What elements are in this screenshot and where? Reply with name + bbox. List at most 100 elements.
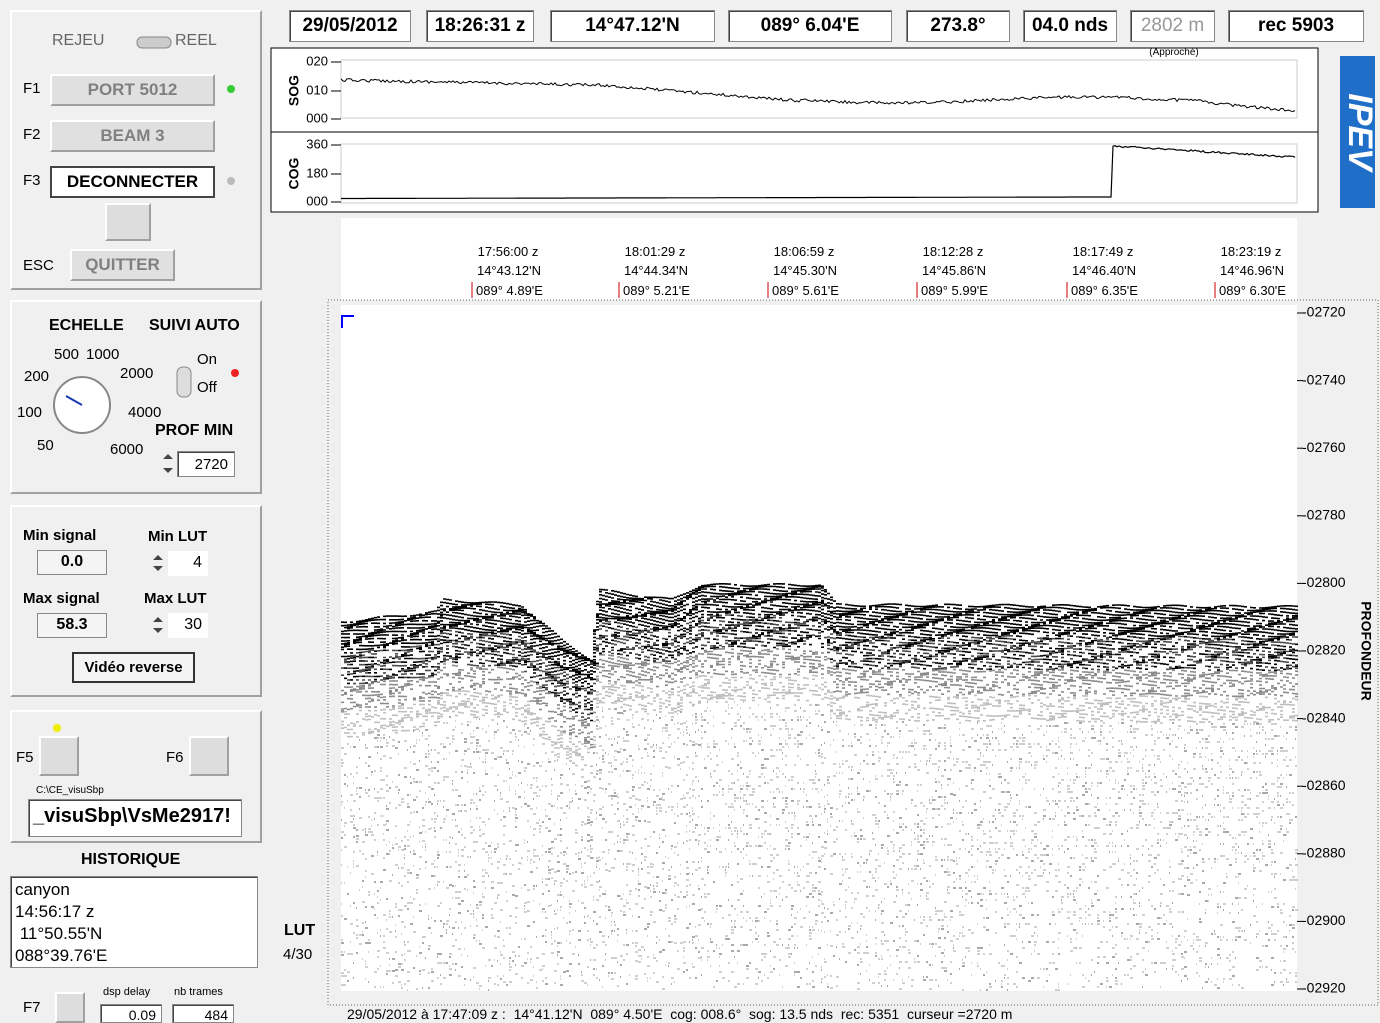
input-field[interactable]: 2720: [177, 451, 235, 477]
axis-label: COG: [286, 157, 302, 189]
depth-tick-label: -02740: [1302, 371, 1346, 387]
footer: 29/05/2012 à 17:47:09 z : 14°41.12'N 089…: [347, 1006, 1012, 1022]
app-window: (Approché) SOG 020 010 000 COG 360 180 000 IPEV 17…: [0, 0, 1380, 1023]
field-label: Max LUT: [144, 590, 207, 607]
history-line: 088°39.76'E: [15, 946, 107, 966]
button[interactable]: DECONNECTER: [50, 166, 215, 198]
switch-label: On: [197, 351, 217, 368]
history-line: canyon: [15, 880, 70, 900]
marker-lon: 089° 5.99'E: [921, 283, 988, 298]
key-label: F6: [166, 749, 184, 766]
status-field: 089° 6.04'E: [728, 10, 892, 42]
button[interactable]: BEAM 3: [50, 120, 215, 152]
marker-lon: 089° 6.35'E: [1071, 283, 1138, 298]
section-title: ECHELLE: [49, 317, 124, 335]
field-label: dsp delay: [103, 986, 150, 998]
marker-time: 18:23:19 z: [1221, 244, 1282, 259]
section-title: PROF MIN: [155, 422, 233, 440]
tick-label: 360: [306, 136, 328, 151]
marker-lon: 089° 4.89'E: [476, 283, 543, 298]
status-field: rec 5903: [1228, 10, 1364, 42]
dial-label: 4000: [128, 404, 161, 421]
depth-tick-label: -02860: [1302, 777, 1346, 793]
marker-time: 17:56:00 z: [478, 244, 539, 259]
status-field: 2802 m: [1130, 10, 1215, 42]
depth-note: (Approché): [1149, 47, 1198, 58]
field-label: Min LUT: [148, 528, 207, 545]
dial-label: 2000: [120, 365, 153, 382]
dial-label: 500: [54, 346, 79, 363]
value-field: 0.0: [37, 550, 107, 575]
lut-title: LUT: [284, 922, 315, 940]
key-label: F3: [23, 172, 41, 189]
mode-label: REJEU: [52, 32, 104, 50]
button[interactable]: QUITTER: [70, 249, 175, 281]
tick-label: 020: [306, 53, 328, 68]
tick-label: 180: [306, 165, 328, 180]
field-label: Max signal: [23, 590, 100, 607]
marker-time: 18:06:59 z: [774, 244, 835, 259]
save-button[interactable]: [39, 736, 79, 776]
depth-tick-label: -02880: [1302, 845, 1346, 861]
marker-lon: 089° 6.30'E: [1219, 283, 1286, 298]
marker-lat: 14°44.34'N: [624, 263, 688, 278]
value-field: 58.3: [37, 613, 107, 638]
path-field: _visuSbp\VsMe2917!: [28, 799, 242, 837]
dial-label: 100: [17, 404, 42, 421]
value-field: 0.09: [100, 1004, 162, 1023]
tick-label: 000: [306, 193, 328, 208]
marker-lon: 089° 5.21'E: [623, 283, 690, 298]
refresh-button[interactable]: [105, 203, 151, 241]
marker-time: 18:01:29 z: [625, 244, 686, 259]
depth-tick-label: -02840: [1302, 709, 1346, 725]
tick-label: 010: [306, 82, 328, 97]
key-label: F7: [23, 999, 41, 1016]
value-field[interactable]: 30: [168, 613, 208, 638]
dial-label: 50: [37, 437, 54, 454]
sog-panel: [271, 48, 1318, 132]
marker-lat: 14°45.86'N: [922, 263, 986, 278]
field-label: nb trames: [174, 986, 223, 998]
value-field[interactable]: 4: [168, 551, 208, 576]
dial-label: 6000: [110, 441, 143, 458]
file-dir: C:\CE_visuSbp: [36, 785, 104, 796]
value-field: 484: [172, 1004, 234, 1023]
status-field: 14°47.12'N: [550, 10, 715, 42]
status-field: 18:26:31 z: [426, 10, 534, 42]
help-button[interactable]: [55, 992, 85, 1023]
key-label: F5: [16, 749, 34, 766]
depth-tick-label: -02900: [1302, 912, 1346, 928]
axis-label: PROFONDEUR: [1358, 601, 1374, 701]
marker-lat: 14°46.40'N: [1072, 263, 1136, 278]
lut-value: 4/30: [283, 946, 312, 963]
marker-time: 18:12:28 z: [923, 244, 984, 259]
button[interactable]: Vidéo reverse: [72, 652, 195, 683]
depth-tick-label: -02720: [1302, 304, 1346, 320]
marker-lat: 14°46.96'N: [1220, 263, 1284, 278]
marker-lat: 14°45.30'N: [773, 263, 837, 278]
section-title: SUIVI AUTO: [149, 317, 240, 335]
key-label: ESC: [23, 257, 54, 274]
depth-tick-label: -02800: [1302, 574, 1346, 590]
mode-label: REEL: [175, 32, 217, 50]
history-line: 11°50.55'N: [15, 924, 102, 944]
status-field: 273.8°: [906, 10, 1010, 42]
print-button[interactable]: [189, 736, 229, 776]
key-label: F2: [23, 126, 41, 143]
depth-tick-label: -02780: [1302, 507, 1346, 523]
marker-time: 18:17:49 z: [1073, 244, 1134, 259]
marker-lon: 089° 5.61'E: [772, 283, 839, 298]
button[interactable]: PORT 5012: [50, 74, 215, 106]
section-title: HISTORIQUE: [81, 851, 180, 869]
history-line: 14:56:17 z: [15, 902, 94, 922]
status-field: 04.0 nds: [1023, 10, 1117, 42]
marker-lat: 14°43.12'N: [477, 263, 541, 278]
axis-label: SOG: [286, 75, 302, 106]
depth-tick-label: -02760: [1302, 439, 1346, 455]
depth-tick-label: -02820: [1302, 642, 1346, 658]
status-field: 29/05/2012: [289, 10, 411, 42]
key-label: F1: [23, 80, 41, 97]
tick-label: 000: [306, 110, 328, 125]
logo: IPEV: [1341, 93, 1379, 174]
dial-label: 200: [24, 368, 49, 385]
